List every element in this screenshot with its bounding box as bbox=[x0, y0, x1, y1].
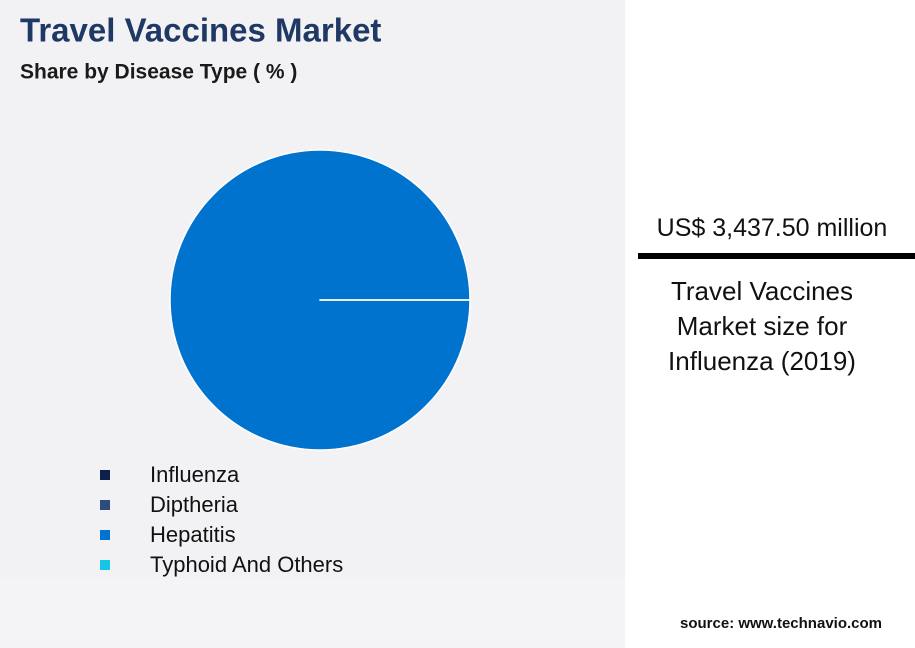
info-panel bbox=[627, 3, 915, 648]
divider bbox=[638, 253, 915, 259]
legend-label: Hepatitis bbox=[150, 522, 236, 547]
footer-panel bbox=[0, 578, 625, 648]
chart: Travel Vaccines Market Share by Disease … bbox=[20, 12, 471, 577]
chart-title: Travel Vaccines Market bbox=[20, 12, 381, 49]
callout-value: US$ 3,437.50 million bbox=[656, 214, 888, 242]
legend-swatch bbox=[100, 560, 110, 570]
legend-swatch bbox=[100, 500, 110, 510]
callout-caption: Travel Vaccines Market size for Influenz… bbox=[668, 276, 856, 376]
legend-label: Typhoid And Others bbox=[150, 552, 343, 577]
legend-label: Influenza bbox=[150, 462, 240, 487]
legend-swatch bbox=[100, 530, 110, 540]
legend-swatch bbox=[100, 470, 110, 480]
source: source: www.technavio.com bbox=[680, 615, 882, 632]
chart-subtitle: Share by Disease Type ( % ) bbox=[20, 61, 297, 84]
legend-label: Diptheria bbox=[150, 492, 239, 517]
